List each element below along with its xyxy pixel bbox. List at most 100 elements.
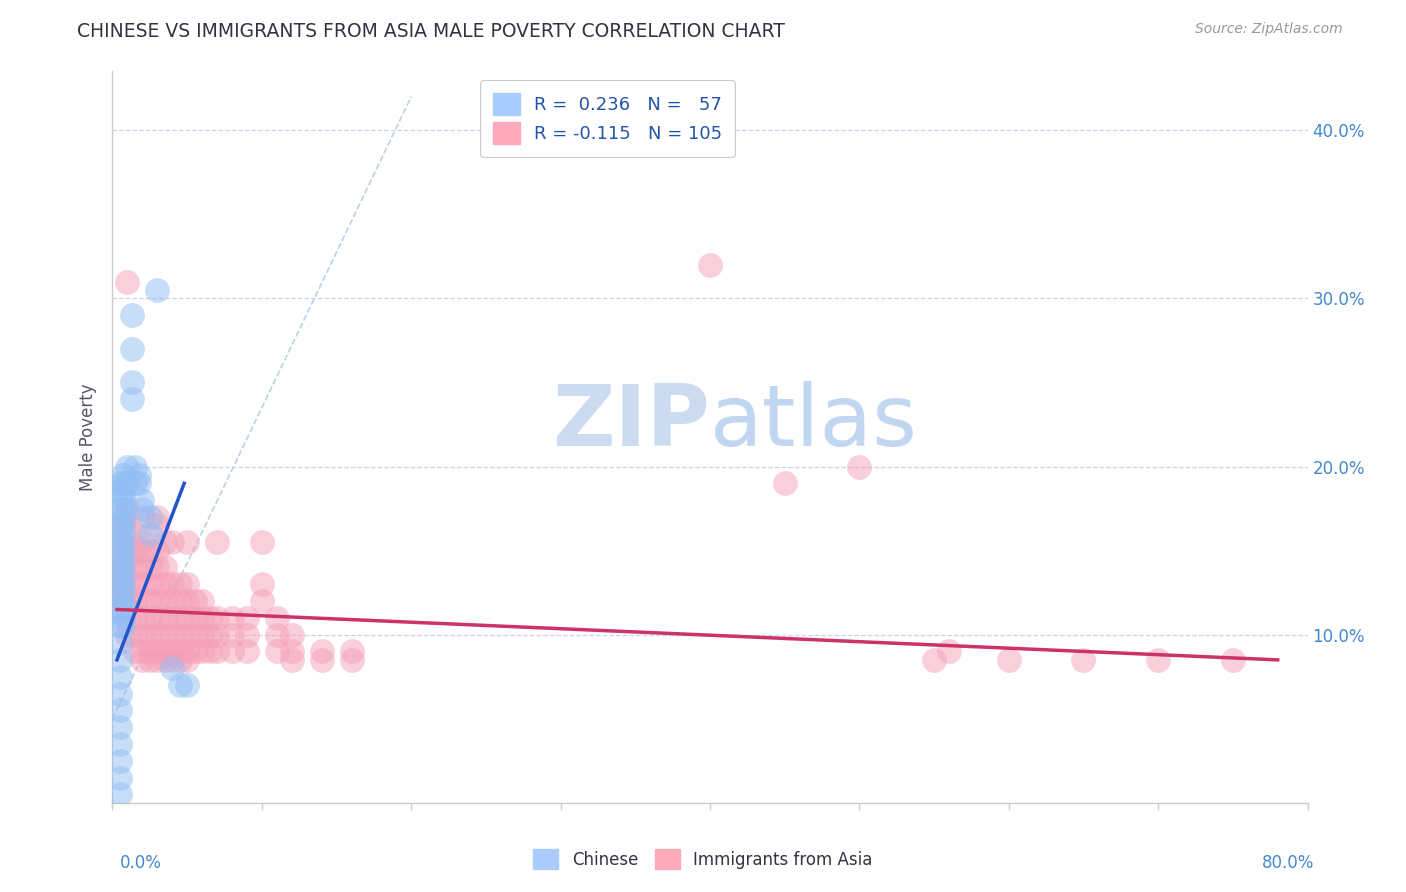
Point [108, 476, 131, 491]
Point [121, 376, 143, 390]
Point [108, 585, 131, 599]
Point [1222, 653, 1244, 667]
Point [117, 594, 139, 608]
Point [139, 644, 162, 658]
Point [139, 653, 162, 667]
Point [169, 594, 191, 608]
Point [131, 510, 153, 524]
Point [162, 653, 183, 667]
Point [266, 644, 288, 658]
Point [131, 493, 153, 508]
Point [139, 526, 162, 541]
Point [111, 594, 134, 608]
Point [236, 611, 259, 625]
Point [162, 627, 183, 641]
Point [153, 535, 176, 549]
Point [131, 501, 153, 516]
Point [176, 678, 198, 692]
Point [221, 627, 243, 641]
Point [773, 476, 796, 491]
Point [221, 611, 243, 625]
Point [131, 627, 153, 641]
Point [117, 526, 139, 541]
Point [153, 560, 176, 574]
Point [111, 535, 134, 549]
Point [108, 720, 131, 734]
Point [146, 283, 169, 297]
Point [183, 644, 205, 658]
Point [139, 577, 162, 591]
Point [250, 535, 273, 549]
Point [146, 644, 169, 658]
Point [111, 602, 134, 616]
Point [108, 585, 131, 599]
Point [108, 737, 131, 751]
Point [108, 703, 131, 717]
Point [340, 653, 363, 667]
Point [117, 510, 139, 524]
Point [281, 627, 304, 641]
Point [117, 627, 139, 641]
Text: atlas: atlas [710, 381, 918, 464]
Point [198, 644, 221, 658]
Point [124, 644, 146, 658]
Point [169, 577, 191, 591]
Point [311, 653, 333, 667]
Text: 0.0%: 0.0% [120, 854, 162, 871]
Point [162, 661, 183, 675]
Point [108, 619, 131, 633]
Point [117, 459, 139, 474]
Point [340, 644, 363, 658]
Point [124, 560, 146, 574]
Point [131, 644, 153, 658]
Point [176, 653, 198, 667]
Point [139, 543, 162, 558]
Point [169, 627, 191, 641]
Point [176, 644, 198, 658]
Point [1073, 653, 1095, 667]
Point [205, 644, 228, 658]
Point [1147, 653, 1170, 667]
Point [124, 627, 146, 641]
Point [162, 644, 183, 658]
Point [139, 510, 162, 524]
Point [111, 484, 134, 499]
Point [111, 594, 134, 608]
Point [250, 577, 273, 591]
Point [153, 627, 176, 641]
Point [250, 594, 273, 608]
Point [108, 569, 131, 583]
Point [153, 611, 176, 625]
Point [146, 653, 169, 667]
Point [183, 594, 205, 608]
Point [176, 627, 198, 641]
Point [205, 611, 228, 625]
Point [111, 518, 134, 533]
Point [111, 552, 134, 566]
Point [162, 594, 183, 608]
Point [146, 611, 169, 625]
Point [111, 569, 134, 583]
Point [108, 602, 131, 616]
Point [146, 594, 169, 608]
Point [139, 611, 162, 625]
Point [124, 577, 146, 591]
Point [146, 560, 169, 574]
Point [998, 653, 1021, 667]
Point [121, 342, 143, 356]
Point [938, 644, 960, 658]
Point [922, 653, 945, 667]
Point [266, 611, 288, 625]
Point [108, 518, 131, 533]
Point [266, 627, 288, 641]
Point [124, 543, 146, 558]
Point [124, 459, 146, 474]
Point [191, 644, 214, 658]
Point [117, 275, 139, 289]
Point [111, 560, 134, 574]
Point [146, 627, 169, 641]
Point [111, 476, 134, 491]
Point [176, 611, 198, 625]
Point [111, 619, 134, 633]
Point [169, 653, 191, 667]
